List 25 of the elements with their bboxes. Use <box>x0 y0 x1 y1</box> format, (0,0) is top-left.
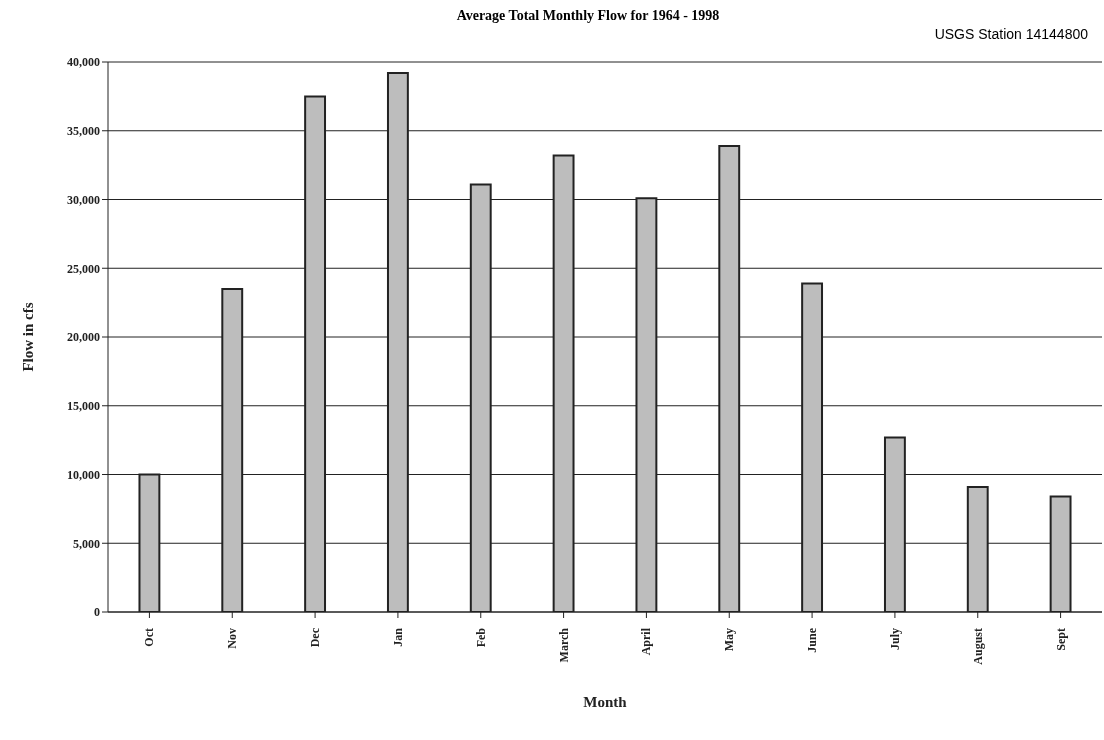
y-tick-label: 40,000 <box>67 55 100 70</box>
y-tick-label: 0 <box>94 605 100 620</box>
x-tick-label: Oct <box>142 628 157 647</box>
x-tick-label: August <box>970 628 985 665</box>
x-tick-label: Nov <box>225 628 240 649</box>
x-tick-label: Feb <box>473 627 488 648</box>
x-tick-label: Jan <box>390 627 405 647</box>
x-tick-label: June <box>805 627 820 653</box>
y-tick-label: 30,000 <box>67 192 100 207</box>
y-tick-label: 20,000 <box>67 330 100 345</box>
x-tick-label: March <box>556 627 571 663</box>
x-tick-label: April <box>639 627 654 656</box>
y-tick-label: 5,000 <box>73 536 100 551</box>
y-tick-label: 25,000 <box>67 261 100 276</box>
chart-title: Average Total Monthly Flow for 1964 - 1998 <box>455 8 721 25</box>
x-tick-label: May <box>722 628 737 652</box>
chart-subtitle: USGS Station 14144800 <box>933 26 1089 44</box>
y-tick-label: 10,000 <box>67 467 100 482</box>
x-tick-label: July <box>887 628 902 651</box>
y-tick-label: 35,000 <box>67 124 100 139</box>
x-axis-title: Month <box>583 694 628 710</box>
y-axis-title: Flow in cfs <box>20 302 37 372</box>
x-tick-label: Sept <box>1053 628 1068 651</box>
y-tick-label: 15,000 <box>67 399 100 414</box>
x-tick-label: Dec <box>308 627 323 648</box>
